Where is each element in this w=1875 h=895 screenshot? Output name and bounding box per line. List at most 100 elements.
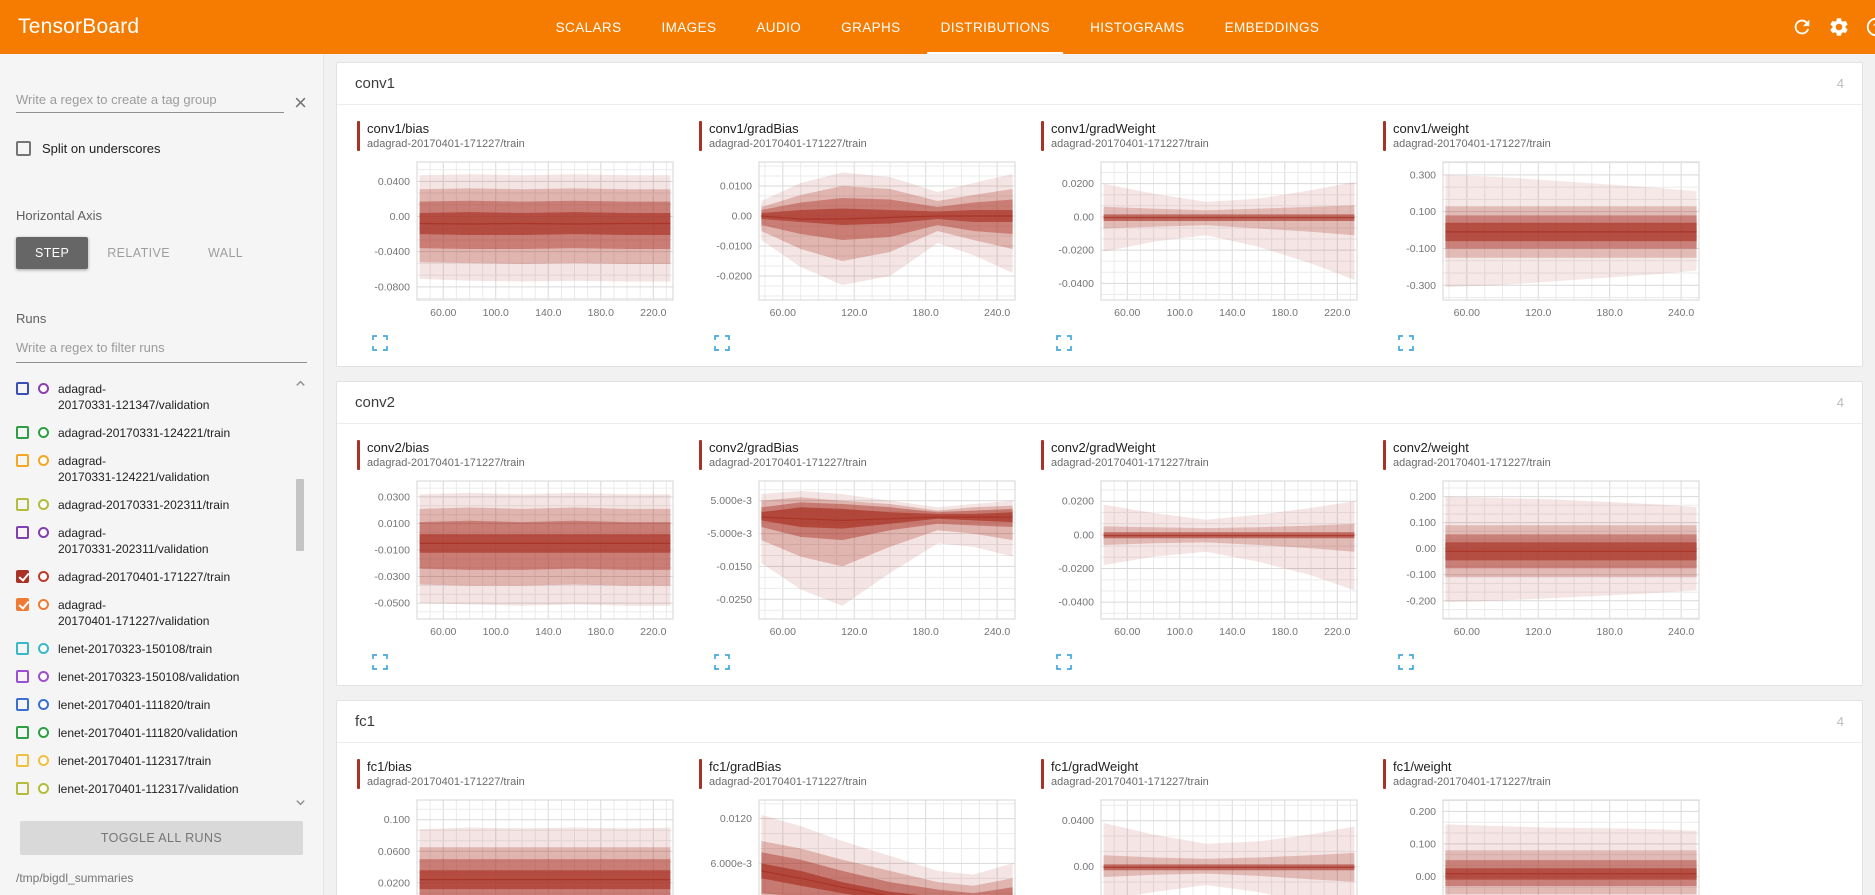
expand-icon[interactable] <box>371 334 389 352</box>
axis-mode-button[interactable]: WALL <box>189 237 262 269</box>
nav-tab[interactable]: IMAGES <box>661 19 717 35</box>
run-label: lenet-20170401-112317/train <box>58 754 212 768</box>
distribution-chart[interactable]: 60.00 120.0 180.0 240.0 0.300 0.100 -0.100 -0.3… <box>1383 154 1705 324</box>
run-item[interactable]: lenet-20170323-150108/validation <box>16 663 289 691</box>
run-item[interactable]: lenet-20170401-112317/train <box>16 747 289 775</box>
run-item[interactable]: adagrad- 20170331-202311/validation <box>16 519 289 563</box>
nav-tab[interactable]: DISTRIBUTIONS <box>924 0 1067 54</box>
svg-text:240.0: 240.0 <box>984 626 1010 638</box>
chart-card: conv2/gradBias adagrad-20170401-171227/t… <box>699 440 1031 671</box>
nav-tab[interactable]: GRAPHS <box>841 19 901 35</box>
run-checkbox[interactable] <box>16 570 29 583</box>
chart-title: conv2/weight <box>1393 440 1469 455</box>
checkbox-box-icon[interactable] <box>16 141 31 156</box>
run-checkbox[interactable] <box>16 598 29 611</box>
run-checkbox[interactable] <box>16 782 29 795</box>
svg-text:120.0: 120.0 <box>1525 307 1551 319</box>
expand-icon[interactable] <box>713 653 731 671</box>
split-underscores-checkbox[interactable]: Split on underscores <box>16 141 307 156</box>
chart-titles: fc1/gradBias adagrad-20170401-171227/tra… <box>709 759 867 789</box>
svg-text:0.100: 0.100 <box>1410 838 1436 850</box>
run-color-radio[interactable] <box>38 527 49 538</box>
distribution-chart[interactable]: 60.00100.0140.0180.0220.00.04000.00-0.04… <box>1041 792 1363 895</box>
run-checkbox[interactable] <box>16 426 29 439</box>
settings-icon[interactable] <box>1828 16 1850 38</box>
run-item[interactable]: adagrad-20170331-202311/train <box>16 491 289 519</box>
expand-icon[interactable] <box>371 653 389 671</box>
expand-icon[interactable] <box>1397 334 1415 352</box>
section-count: 4 <box>1836 395 1844 410</box>
run-color-radio[interactable] <box>38 671 49 682</box>
expand-icon[interactable] <box>1055 334 1073 352</box>
close-icon[interactable]: × <box>294 90 307 115</box>
run-color-radio[interactable] <box>38 783 49 794</box>
nav-tab[interactable]: SCALARS <box>555 19 622 35</box>
distribution-chart[interactable]: 60.00 100.0 140.0 180.0 220.0 0.0200 0.00 -0.02… <box>1041 473 1363 643</box>
svg-text:-0.0200: -0.0200 <box>716 271 752 283</box>
tag-group-row: × <box>16 88 307 115</box>
expand-icon[interactable] <box>1055 653 1073 671</box>
svg-text:-0.0300: -0.0300 <box>374 571 410 583</box>
svg-text:60.00: 60.00 <box>770 626 796 638</box>
distribution-chart[interactable]: 60.00 120.0 180.0 240.0 0.200 0.100 0.00 -0.100… <box>1383 473 1705 643</box>
expand-icon[interactable] <box>713 334 731 352</box>
run-color-radio[interactable] <box>38 755 49 766</box>
scrollbar-thumb[interactable] <box>296 479 304 551</box>
section-header[interactable]: conv1 4 <box>337 63 1862 105</box>
tag-group-regex-input[interactable] <box>16 88 285 113</box>
run-checkbox[interactable] <box>16 526 29 539</box>
run-color-radio[interactable] <box>38 643 49 654</box>
sections-container: conv1 4 conv1/bias adagrad-20170401-1712… <box>336 62 1863 895</box>
run-item[interactable]: adagrad- 20170401-171227/validation <box>16 591 289 635</box>
distribution-chart[interactable]: 60.00 100.0 140.0 180.0 220.0 0.0200 0.00 -0.02… <box>1041 154 1363 324</box>
nav-tab[interactable]: EMBEDDINGS <box>1224 19 1320 35</box>
run-color-radio[interactable] <box>38 455 49 466</box>
section-header[interactable]: conv2 4 <box>337 382 1862 424</box>
run-item[interactable]: lenet-20170401-112317/validation <box>16 775 289 803</box>
run-item[interactable]: adagrad- 20170331-121347/validation <box>16 375 289 419</box>
run-checkbox[interactable] <box>16 698 29 711</box>
run-item[interactable]: adagrad-20170401-171227/train <box>16 563 289 591</box>
chart-card: conv1/gradWeight adagrad-20170401-171227… <box>1041 121 1373 352</box>
distribution-chart[interactable]: 60.00100.0140.0180.0220.00.1000.06000.02… <box>357 792 679 895</box>
run-color-radio[interactable] <box>38 427 49 438</box>
run-color-radio[interactable] <box>38 599 49 610</box>
run-checkbox[interactable] <box>16 498 29 511</box>
run-checkbox[interactable] <box>16 454 29 467</box>
run-checkbox[interactable] <box>16 754 29 767</box>
nav-tab[interactable]: AUDIO <box>756 19 802 35</box>
scroll-up-icon[interactable] <box>294 377 307 390</box>
distribution-chart[interactable]: 60.00 120.0 180.0 240.0 0.0100 0.00 -0.0100 -0.… <box>699 154 1021 324</box>
nav-tab[interactable]: HISTOGRAMS <box>1090 19 1185 35</box>
run-color-radio[interactable] <box>38 699 49 710</box>
run-color-radio[interactable] <box>38 571 49 582</box>
run-item[interactable]: adagrad-20170331-124221/train <box>16 419 289 447</box>
run-checkbox[interactable] <box>16 382 29 395</box>
run-checkbox[interactable] <box>16 726 29 739</box>
run-filter-input[interactable] <box>16 334 307 363</box>
run-color-radio[interactable] <box>38 727 49 738</box>
section-header[interactable]: fc1 4 <box>337 701 1862 743</box>
runs-scrollbar[interactable] <box>294 375 307 811</box>
scroll-down-icon[interactable] <box>294 796 307 809</box>
run-item[interactable]: lenet-20170401-111820/train <box>16 691 289 719</box>
run-color-radio[interactable] <box>38 383 49 394</box>
distribution-chart[interactable]: 60.00 100.0 140.0 180.0 220.0 0.0300 0.0100 -0.… <box>357 473 679 643</box>
run-item[interactable]: adagrad- 20170331-124221/validation <box>16 447 289 491</box>
refresh-icon[interactable] <box>1791 16 1813 38</box>
tag-section: conv1 4 conv1/bias adagrad-20170401-1712… <box>336 62 1863 367</box>
run-checkbox[interactable] <box>16 670 29 683</box>
expand-icon[interactable] <box>1397 653 1415 671</box>
axis-mode-button[interactable]: STEP <box>16 237 89 269</box>
run-color-radio[interactable] <box>38 499 49 510</box>
run-item[interactable]: lenet-20170401-111820/validation <box>16 719 289 747</box>
axis-mode-button[interactable]: RELATIVE <box>88 237 189 269</box>
help-icon[interactable]: ? <box>1865 16 1875 38</box>
run-item[interactable]: lenet-20170323-150108/train <box>16 635 289 663</box>
toggle-all-runs-button[interactable]: TOGGLE ALL RUNS <box>20 821 303 855</box>
distribution-chart[interactable]: 60.00 120.0 180.0 240.0 5.000e-3 -5.000e-3 -0.… <box>699 473 1021 643</box>
run-checkbox[interactable] <box>16 642 29 655</box>
